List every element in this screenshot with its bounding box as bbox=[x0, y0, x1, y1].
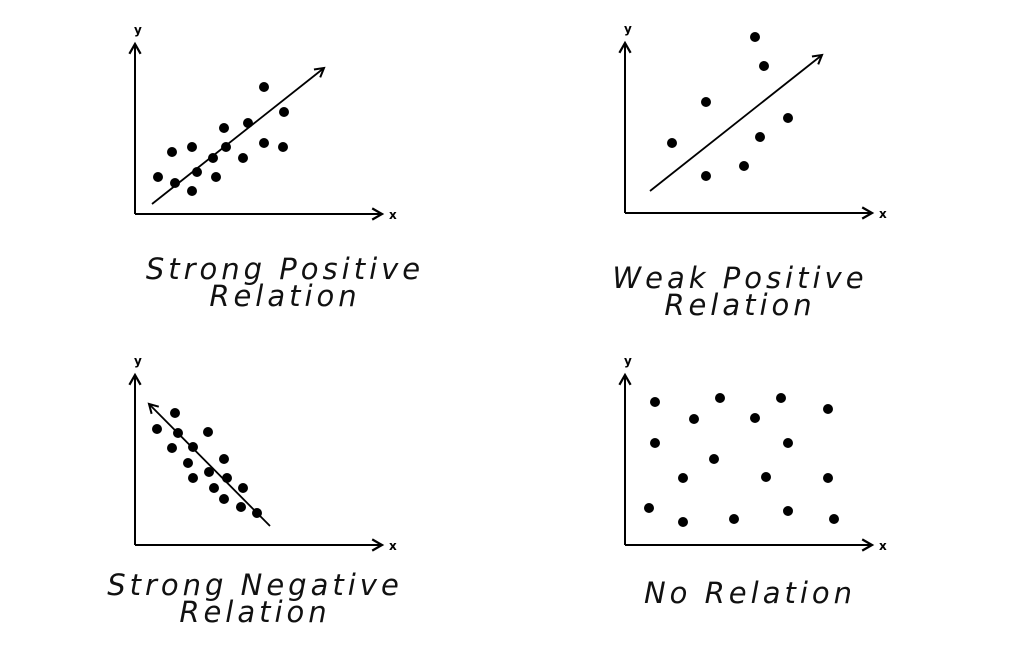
data-point bbox=[750, 413, 760, 423]
caption-line-1: Strong Negative bbox=[107, 568, 403, 602]
data-point bbox=[750, 32, 760, 42]
data-point bbox=[219, 454, 229, 464]
x-axis-label: x bbox=[389, 208, 397, 222]
data-point bbox=[783, 438, 793, 448]
caption-strong-positive: Strong Positive Relation bbox=[125, 252, 445, 313]
data-point bbox=[203, 427, 213, 437]
data-point bbox=[170, 408, 180, 418]
data-point bbox=[823, 473, 833, 483]
caption-line-1: No Relation bbox=[643, 576, 857, 610]
data-point bbox=[776, 393, 786, 403]
data-point bbox=[678, 473, 688, 483]
data-point bbox=[701, 97, 711, 107]
caption-line-1: Strong Positive bbox=[145, 252, 425, 286]
data-point bbox=[187, 186, 197, 196]
data-point bbox=[783, 113, 793, 123]
x-axis-label: x bbox=[879, 207, 887, 221]
trend-line-arrow bbox=[151, 66, 326, 205]
data-point bbox=[219, 494, 229, 504]
data-point bbox=[221, 142, 231, 152]
caption-line-2: Relation bbox=[179, 595, 331, 629]
panel-strong-positive: yx bbox=[128, 23, 397, 222]
data-point bbox=[192, 167, 202, 177]
data-point bbox=[219, 123, 229, 133]
data-point bbox=[152, 424, 162, 434]
y-axis-label: y bbox=[624, 354, 632, 368]
caption-no-relation: No Relation bbox=[590, 576, 910, 610]
caption-line-2: Relation bbox=[664, 288, 816, 322]
data-point bbox=[252, 508, 262, 518]
data-point bbox=[650, 397, 660, 407]
data-point bbox=[759, 61, 769, 71]
data-point bbox=[644, 503, 654, 513]
x-axis-label: x bbox=[389, 539, 397, 553]
data-point bbox=[167, 147, 177, 157]
data-point bbox=[715, 393, 725, 403]
caption-strong-negative: Strong Negative Relation bbox=[75, 568, 435, 629]
data-point bbox=[153, 172, 163, 182]
trend-line-arrow bbox=[649, 53, 824, 192]
data-point bbox=[729, 514, 739, 524]
data-point bbox=[238, 483, 248, 493]
data-point bbox=[783, 506, 793, 516]
data-point bbox=[170, 178, 180, 188]
data-point bbox=[279, 107, 289, 117]
data-point bbox=[204, 467, 214, 477]
y-axis-label: y bbox=[624, 22, 632, 36]
y-axis-label: y bbox=[134, 23, 142, 37]
data-point bbox=[188, 442, 198, 452]
data-point bbox=[650, 438, 660, 448]
data-point bbox=[208, 153, 218, 163]
data-point bbox=[829, 514, 839, 524]
trend-line-arrow bbox=[147, 402, 271, 527]
caption-line-1: Weak Positive bbox=[612, 261, 868, 295]
data-point bbox=[678, 517, 688, 527]
data-point bbox=[823, 404, 833, 414]
caption-weak-positive: Weak Positive Relation bbox=[580, 261, 900, 322]
data-point bbox=[209, 483, 219, 493]
data-point bbox=[689, 414, 699, 424]
data-point bbox=[173, 428, 183, 438]
data-point bbox=[211, 172, 221, 182]
data-point bbox=[259, 82, 269, 92]
data-point bbox=[739, 161, 749, 171]
data-point bbox=[236, 502, 246, 512]
panel-no-relation: yx bbox=[618, 354, 887, 553]
data-point bbox=[243, 118, 253, 128]
data-point bbox=[238, 153, 248, 163]
y-axis-label: y bbox=[134, 354, 142, 368]
panel-weak-positive: yx bbox=[618, 22, 887, 221]
data-point bbox=[709, 454, 719, 464]
data-point bbox=[187, 142, 197, 152]
data-point bbox=[259, 138, 269, 148]
data-point bbox=[167, 443, 177, 453]
data-point bbox=[667, 138, 677, 148]
data-point bbox=[188, 473, 198, 483]
data-point bbox=[222, 473, 232, 483]
data-point bbox=[183, 458, 193, 468]
x-axis-label: x bbox=[879, 539, 887, 553]
panel-strong-negative: yx bbox=[128, 354, 397, 553]
data-point bbox=[761, 472, 771, 482]
data-point bbox=[701, 171, 711, 181]
data-point bbox=[278, 142, 288, 152]
data-point bbox=[755, 132, 765, 142]
caption-line-2: Relation bbox=[209, 279, 361, 313]
